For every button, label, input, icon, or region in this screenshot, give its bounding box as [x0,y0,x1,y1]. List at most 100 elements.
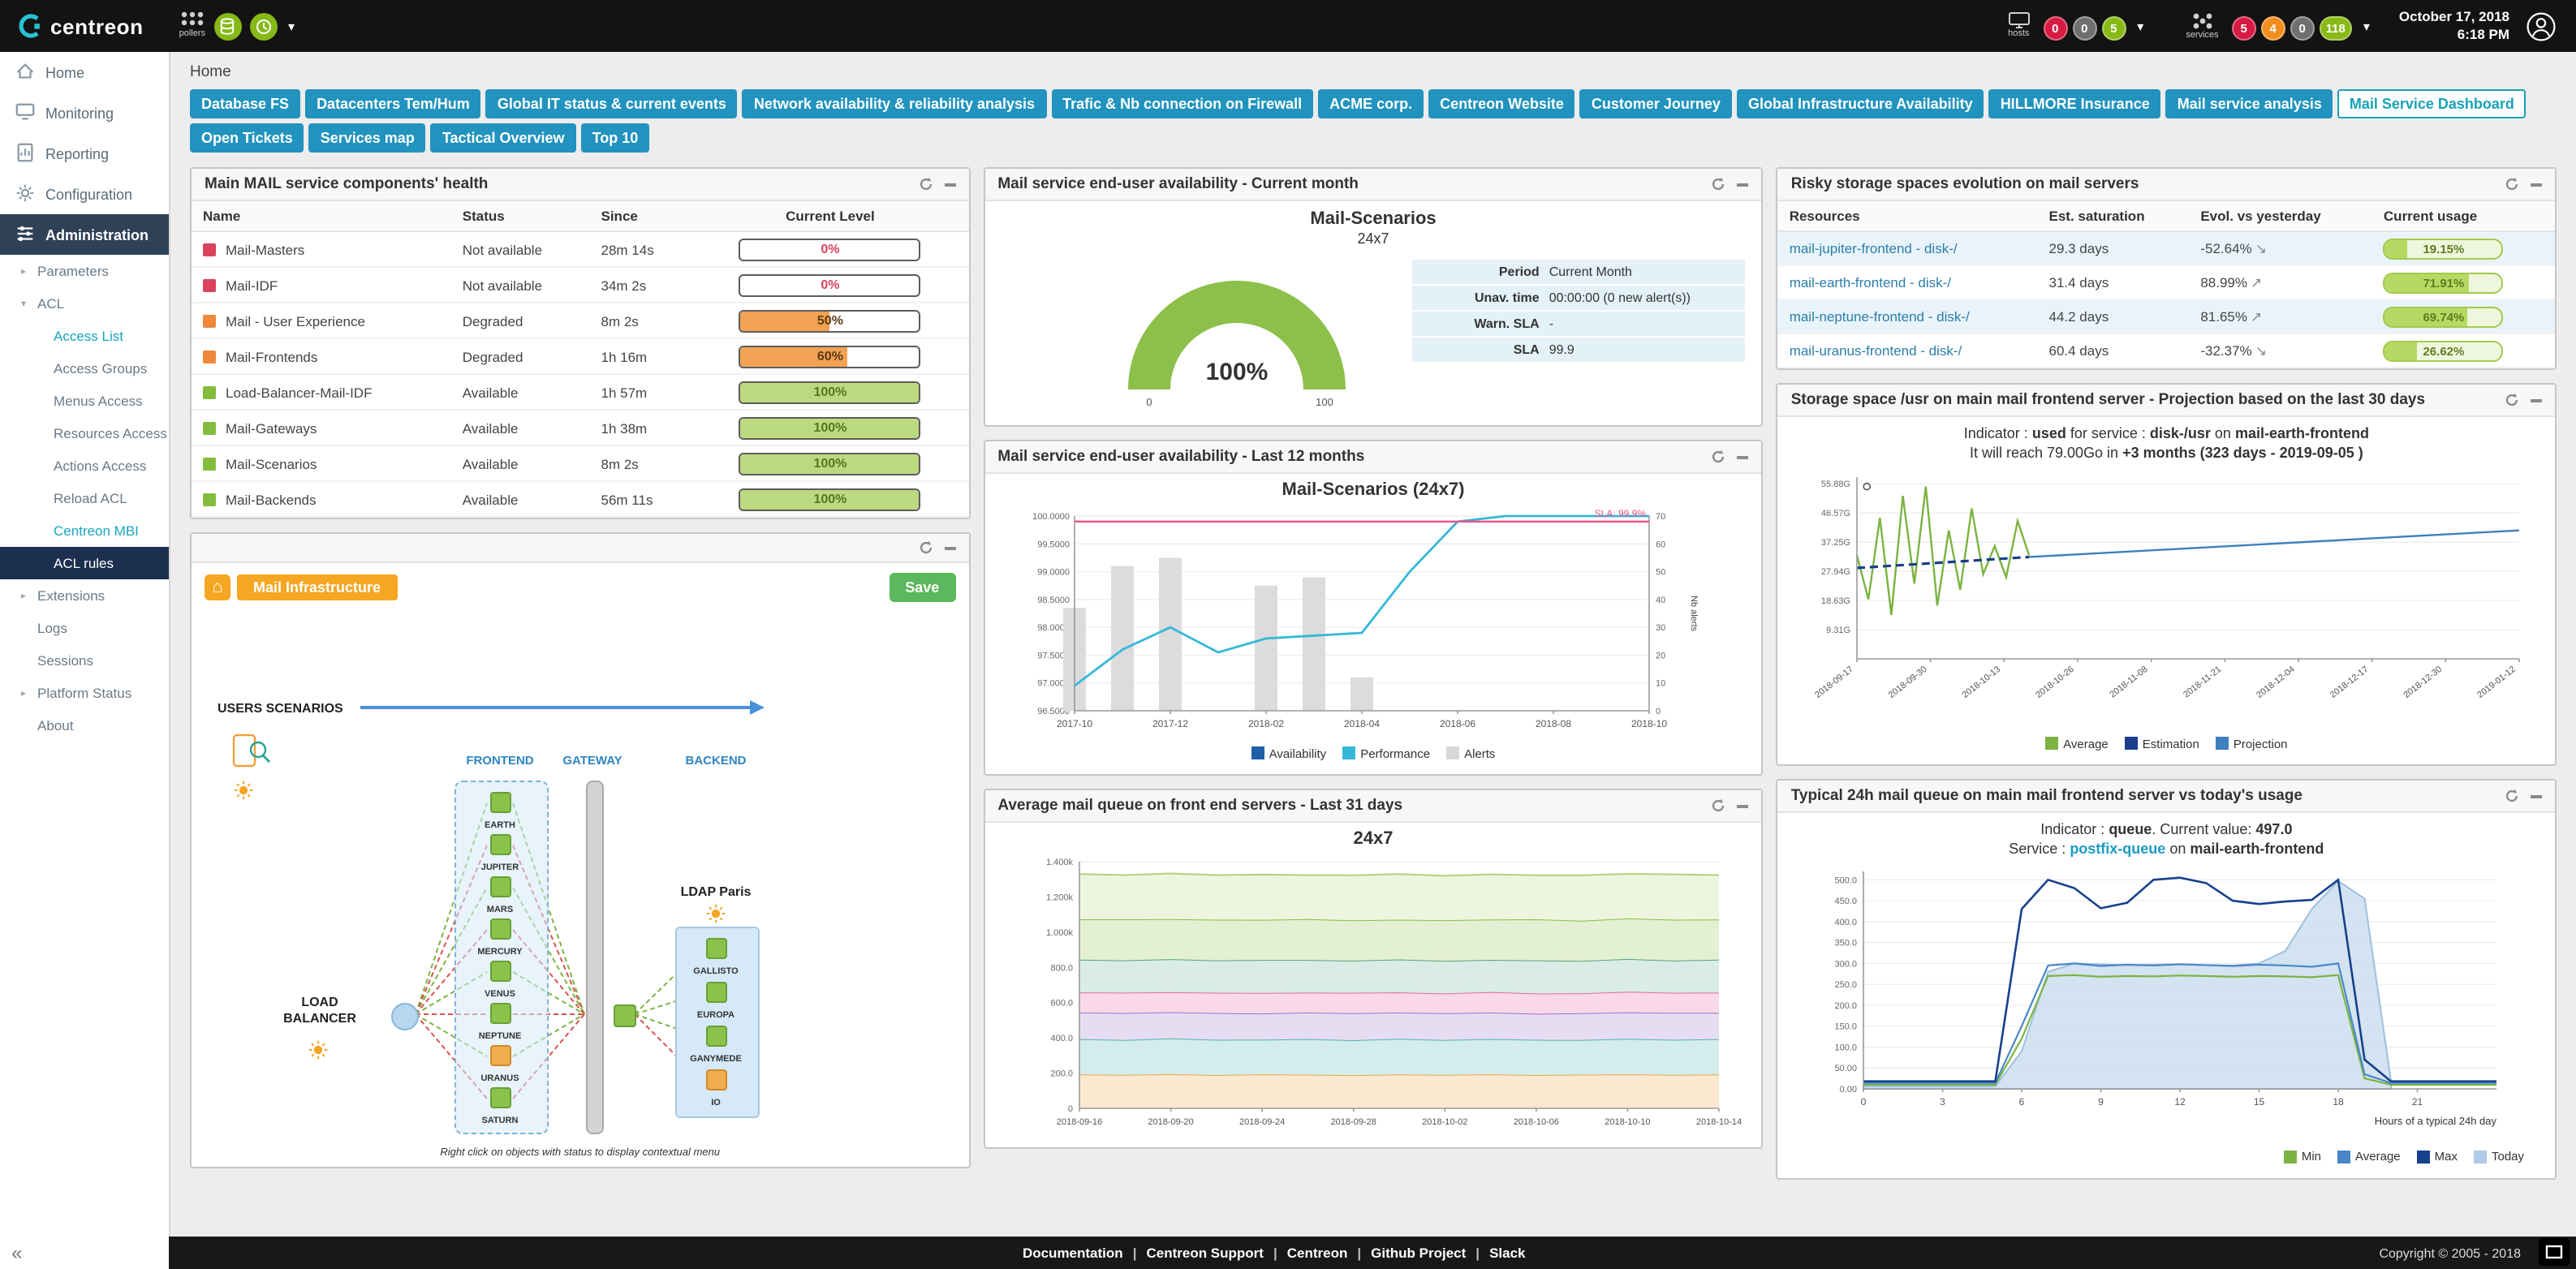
panel-refresh-icon[interactable] [918,540,933,555]
infra-node-uranus[interactable]: URANUS [464,1045,536,1084]
infra-node-mars[interactable]: MARS [464,876,536,915]
sidebar-item-extensions[interactable]: ▸ Extensions [0,579,169,612]
table-row[interactable]: mail-uranus-frontend - disk-/60.4 days -3… [1777,333,2556,368]
tab-tactical-overview[interactable]: Tactical Overview [430,123,576,153]
infra-diagram[interactable]: USERS SCENARIOS FRONTEND GATEWAY BACKEND LD… [192,605,968,1144]
hosts-badge-0[interactable]: 0 [2043,16,2068,41]
tab-top-10[interactable]: Top 10 [580,123,650,153]
infra-node-neptune[interactable]: NEPTUNE [464,1003,536,1042]
tab-database-fs[interactable]: Database FS [190,89,301,118]
sidebar-item-parameters[interactable]: ▸ Parameters [0,255,169,287]
table-row[interactable]: Mail-Gateways Available 1h 38m 100% [192,410,969,446]
tab-trafic-nb-connection-on-firewall[interactable]: Trafic & Nb connection on Firewall [1051,89,1314,118]
sidebar-item-administration[interactable]: Administration [0,214,169,255]
hosts-badge-2[interactable]: 5 [2101,16,2126,41]
sidebar-item-access-list[interactable]: Access List [0,320,169,352]
panel-collapse-icon[interactable] [2531,183,2543,186]
infra-node-jupiter[interactable]: JUPITER [464,834,536,873]
panel-collapse-icon[interactable] [2531,398,2543,402]
brand-logo[interactable]: centreon [0,13,166,39]
poller-latency-icon[interactable] [249,12,278,40]
tab-acme-corp[interactable]: ACME corp. [1318,89,1424,118]
chevron-down-icon[interactable]: ▾ [2137,19,2144,33]
table-row[interactable]: Mail - User Experience Degraded 8m 2s 50% [192,303,969,339]
services-badge-3[interactable]: 118 [2319,16,2352,41]
panel-collapse-icon[interactable] [1737,455,1749,458]
table-row[interactable]: mail-jupiter-frontend - disk-/29.3 days -… [1777,231,2556,266]
sidebar-item-platform-status[interactable]: ▸ Platform Status [0,677,169,709]
tab-network-availability-reliability-analysis[interactable]: Network availability & reliability analy… [742,89,1047,118]
panel-refresh-icon[interactable] [2505,789,2519,804]
sidebar-item-menus-access[interactable]: Menus Access [0,385,169,417]
panel-refresh-icon[interactable] [918,177,933,191]
tab-global-it-status-current-events[interactable]: Global IT status & current events [485,89,738,118]
infra-node-io[interactable]: IO [680,1069,752,1108]
sidebar-item-centreon-mbi[interactable]: Centreon MBI [0,514,169,547]
services-badge-0[interactable]: 5 [2231,16,2256,41]
panel-collapse-icon[interactable] [944,546,956,549]
table-row[interactable]: Mail-IDF Not available 34m 2s 0% [192,267,969,303]
chevron-down-icon[interactable]: ▾ [2363,19,2370,33]
sidebar-item-reporting[interactable]: Reporting [0,133,169,174]
infra-node-venus[interactable]: VENUS [464,961,536,1000]
infra-node-europa[interactable]: EUROPA [680,982,752,1021]
tab-mail-service-analysis[interactable]: Mail service analysis [2165,89,2333,118]
save-button[interactable]: Save [889,573,956,602]
infra-node-ganymede[interactable]: GANYMEDE [680,1026,752,1065]
user-menu-icon[interactable] [2526,11,2557,41]
table-row[interactable]: Load-Balancer-Mail-IDF Available 1h 57m 100… [192,374,969,411]
load-balancer-node[interactable] [391,1003,419,1030]
sidebar-item-configuration[interactable]: Configuration [0,174,169,214]
screen-corner-icon[interactable] [2539,1238,2570,1266]
services-badge-2[interactable]: 0 [2290,16,2315,41]
sidebar-item-logs[interactable]: Logs [0,612,169,644]
footer-link-github-project[interactable]: Github Project [1371,1245,1467,1261]
tab-hillmore-insurance[interactable]: HILLMORE Insurance [1988,89,2161,118]
gateway-hub-node[interactable] [614,1004,636,1027]
panel-refresh-icon[interactable] [2505,177,2519,191]
footer-link-slack[interactable]: Slack [1489,1245,1526,1261]
panel-collapse-icon[interactable] [1737,183,1749,186]
panel-collapse-icon[interactable] [944,183,956,186]
infra-node-earth[interactable]: EARTH [464,792,536,831]
panel-refresh-icon[interactable] [2505,393,2519,407]
table-row[interactable]: Mail-Scenarios Available 8m 2s 100% [192,445,969,482]
services-badge-1[interactable]: 4 [2260,16,2285,41]
table-row[interactable]: Mail-Frontends Degraded 1h 16m 60% [192,338,969,375]
hosts-badge-1[interactable]: 0 [2072,16,2097,41]
sidebar-item-about[interactable]: About [0,709,169,742]
infra-node-gallisto[interactable]: GALLISTO [680,938,752,977]
tab-mail-service-dashboard[interactable]: Mail Service Dashboard [2337,89,2526,118]
footer-link-documentation[interactable]: Documentation [1022,1245,1123,1261]
tab-services-map[interactable]: Services map [308,123,426,153]
poller-database-icon[interactable] [213,12,242,40]
table-row[interactable]: mail-earth-frontend - disk-/31.4 days 88.… [1777,265,2556,300]
sidebar-item-sessions[interactable]: Sessions [0,644,169,677]
chevron-down-icon[interactable]: ▾ [288,19,295,33]
sidebar-item-resources-access[interactable]: Resources Access [0,417,169,450]
sidebar-item-acl-rules[interactable]: ACL rules [0,547,169,579]
tab-customer-journey[interactable]: Customer Journey [1579,89,1732,118]
table-row[interactable]: Mail-Backends Available 56m 11s 100% [192,481,969,518]
breadcrumb[interactable]: Home [190,63,231,81]
tab-open-tickets[interactable]: Open Tickets [190,123,304,153]
sidebar-item-home[interactable]: Home [0,52,169,92]
table-row[interactable]: Mail-Masters Not available 28m 14s 0% [192,231,969,268]
footer-link-centreon[interactable]: Centreon [1286,1245,1348,1261]
tab-datacenters-tem-hum[interactable]: Datacenters Tem/Hum [305,89,481,118]
sidebar-item-monitoring[interactable]: Monitoring [0,92,169,133]
panel-collapse-icon[interactable] [2531,794,2543,798]
sidebar-item-access-groups[interactable]: Access Groups [0,352,169,385]
panel-refresh-icon[interactable] [1712,177,1726,191]
footer-link-centreon-support[interactable]: Centreon Support [1146,1245,1264,1261]
infra-node-mercury[interactable]: MERCURY [464,918,536,957]
sidebar-item-acl[interactable]: ▾ ACL [0,287,169,320]
services-status-group[interactable]: services 5 4 0 118 ▾ [2173,11,2383,41]
sidebar-item-actions-access[interactable]: Actions Access [0,450,169,482]
panel-refresh-icon[interactable] [1712,798,1726,813]
panel-collapse-icon[interactable] [1737,804,1749,807]
tab-centreon-website[interactable]: Centreon Website [1428,89,1575,118]
infra-node-saturn[interactable]: SATURN [464,1087,536,1126]
table-row[interactable]: mail-neptune-frontend - disk-/44.2 days 8… [1777,299,2556,334]
